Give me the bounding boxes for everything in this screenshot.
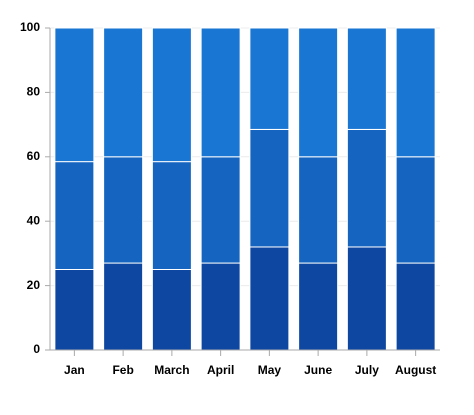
bar-segment (346, 27, 387, 130)
x-tick-label: August (395, 363, 436, 377)
bar-segment (54, 161, 95, 271)
bar-segment (200, 27, 241, 158)
bar-segment (395, 262, 436, 351)
bar-segment (298, 156, 339, 264)
y-tick-label: 80 (27, 85, 41, 99)
bar-segment (200, 156, 241, 264)
x-tick-label: July (355, 363, 379, 377)
x-tick-label: Feb (112, 363, 133, 377)
bar-segment (395, 156, 436, 264)
bar-segment (249, 246, 290, 351)
bar-segment (54, 27, 95, 163)
y-tick-label: 40 (27, 213, 41, 227)
y-tick-label: 60 (27, 149, 41, 163)
x-tick-label: Jan (64, 363, 85, 377)
x-tick-label: May (258, 363, 282, 377)
bar-segment (298, 27, 339, 158)
y-tick-label: 100 (20, 20, 40, 34)
x-tick-label: June (304, 363, 332, 377)
bar-segment (103, 27, 144, 158)
bar-segment (151, 27, 192, 163)
y-tick-label: 0 (33, 342, 40, 356)
bar-segment (103, 262, 144, 351)
bar-segment (346, 246, 387, 351)
x-tick-label: March (154, 363, 189, 377)
bar-segment (249, 128, 290, 248)
y-tick-label: 20 (27, 278, 41, 292)
bar-segment (151, 161, 192, 271)
bar-segment (395, 27, 436, 158)
bar-segment (103, 156, 144, 264)
bar-segment (249, 27, 290, 130)
bar-segment (298, 262, 339, 351)
bar-segment (200, 262, 241, 351)
bar-segment (151, 269, 192, 351)
bar-segment (346, 128, 387, 248)
bar-segment (54, 269, 95, 351)
x-tick-label: April (207, 363, 234, 377)
